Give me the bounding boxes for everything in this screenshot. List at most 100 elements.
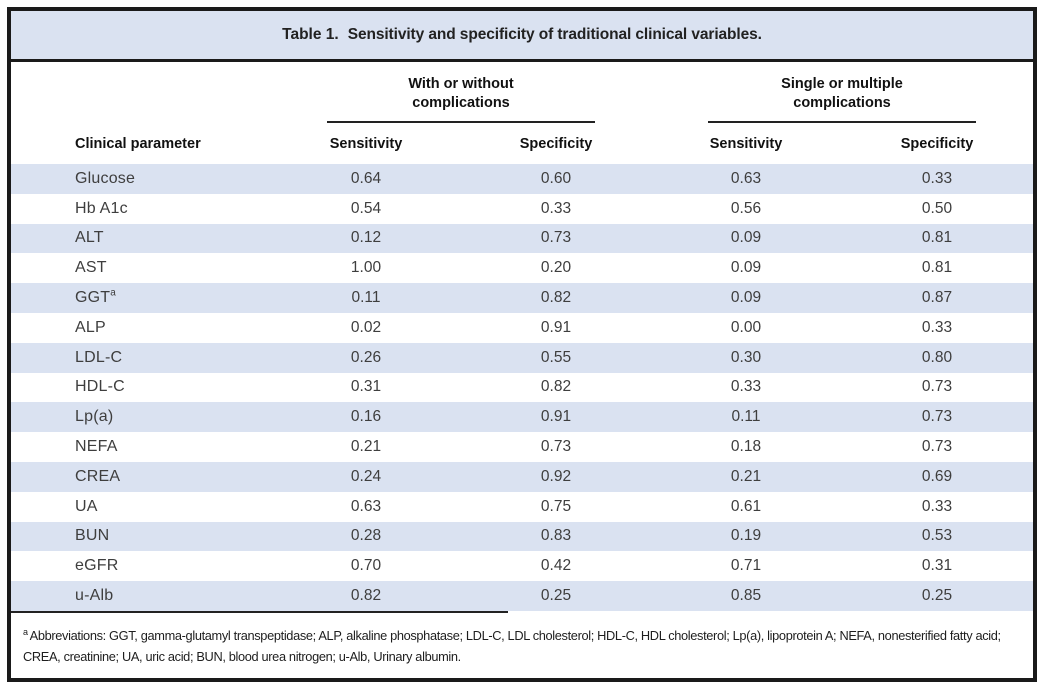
table-row: eGFR 0.70 0.42 0.71 0.31	[11, 551, 1033, 582]
row-value: 0.09	[730, 259, 762, 277]
row-parameter: LDL-C	[75, 348, 123, 366]
row-value: 0.54	[350, 199, 382, 217]
table-row: NEFA 0.21 0.73 0.18 0.73	[11, 432, 1033, 462]
column-header-sensitivity-1: Sensitivity	[329, 136, 403, 152]
row-value: 0.09	[730, 229, 762, 247]
footnote: a Abbreviations: GGT, gamma-glutamyl tran…	[11, 613, 1033, 667]
footnote-text: Abbreviations: GGT, gamma-glutamyl trans…	[23, 627, 1001, 665]
row-value: 0.71	[730, 557, 762, 575]
row-value: 0.30	[730, 348, 762, 366]
row-value: 0.33	[921, 318, 953, 336]
table-row: GGTa 0.11 0.82 0.09 0.87	[11, 283, 1033, 313]
row-value: 0.25	[921, 587, 953, 605]
row-value: 0.26	[350, 348, 382, 366]
row-value: 0.80	[921, 348, 953, 366]
row-value: 0.87	[921, 289, 953, 307]
row-parameter: eGFR	[75, 557, 119, 575]
table-bottom-rule	[11, 610, 508, 613]
row-value: 0.33	[540, 199, 572, 217]
table-row: BUN 0.28 0.83 0.19 0.53	[11, 521, 1033, 552]
row-value: 0.60	[540, 169, 572, 187]
group-header-2: Single or multiple complications	[651, 62, 1033, 124]
row-value: 0.31	[350, 378, 382, 396]
row-value: 0.83	[540, 527, 572, 545]
row-parameter: ALT	[75, 229, 104, 247]
row-parameter: GGTa	[75, 287, 117, 307]
row-parameter: CREA	[75, 467, 121, 485]
row-value: 0.33	[730, 378, 762, 396]
row-value: 0.85	[730, 587, 762, 605]
row-parameter: BUN	[75, 527, 110, 545]
row-value: 0.73	[540, 438, 572, 456]
row-value: 0.81	[921, 259, 953, 277]
row-value: 1.00	[350, 259, 382, 277]
row-value: 0.09	[730, 289, 762, 307]
row-parameter: NEFA	[75, 438, 118, 456]
row-value: 0.70	[350, 557, 382, 575]
row-value: 0.21	[730, 467, 762, 485]
table-row: LDL-C 0.26 0.55 0.30 0.80	[11, 342, 1033, 373]
row-value: 0.28	[350, 527, 382, 545]
group-underline-1	[327, 120, 595, 123]
table-row: Hb A1c 0.54 0.33 0.56 0.50	[11, 193, 1033, 224]
row-value: 0.63	[350, 497, 382, 515]
table-row: CREA 0.24 0.92 0.21 0.69	[11, 461, 1033, 492]
row-value: 0.00	[730, 318, 762, 336]
row-value: 0.42	[540, 557, 572, 575]
row-parameter: AST	[75, 259, 107, 277]
row-value: 0.02	[350, 318, 382, 336]
table-number: Table 1.	[282, 26, 339, 43]
table-row: u-Alb 0.82 0.25 0.85 0.25	[11, 581, 1033, 611]
table-row: Lp(a) 0.16 0.91 0.11 0.73	[11, 402, 1033, 433]
table-row: UA 0.63 0.75 0.61 0.33	[11, 491, 1033, 522]
row-value: 0.25	[540, 587, 572, 605]
table-caption: Table 1. Sensitivity and specificity of …	[11, 11, 1033, 62]
row-parameter: ALP	[75, 318, 106, 336]
row-value: 0.91	[540, 408, 572, 426]
row-value: 0.73	[921, 438, 953, 456]
row-value: 0.19	[730, 527, 762, 545]
empty-header-cell	[11, 62, 271, 124]
table-frame: Table 1. Sensitivity and specificity of …	[7, 7, 1037, 682]
row-value: 0.56	[730, 199, 762, 217]
row-value: 0.31	[921, 557, 953, 575]
row-value: 0.75	[540, 497, 572, 515]
row-value: 0.82	[540, 378, 572, 396]
column-header-specificity-2: Specificity	[900, 136, 974, 152]
row-value: 0.61	[730, 497, 762, 515]
row-value: 0.92	[540, 467, 572, 485]
group-header-row: With or without complications Single or …	[11, 62, 1033, 124]
row-value: 0.64	[350, 169, 382, 187]
group-header-1-label: With or without complications	[408, 76, 514, 111]
row-value: 0.11	[731, 408, 761, 426]
group-header-1: With or without complications	[271, 62, 651, 124]
row-value: 0.73	[921, 408, 953, 426]
row-value: 0.33	[921, 497, 953, 515]
row-value: 0.50	[921, 199, 953, 217]
row-value: 0.33	[921, 169, 953, 187]
clinical-variables-table: With or without complications Single or …	[11, 62, 1033, 611]
footnote-marker: a	[23, 626, 28, 637]
row-value: 0.69	[921, 467, 953, 485]
row-parameter: HDL-C	[75, 378, 125, 396]
row-parameter: Lp(a)	[75, 408, 114, 426]
table-row: Glucose 0.64 0.60 0.63 0.33	[11, 164, 1033, 194]
column-header-row: Clinical parameter Sensitivity Specifici…	[11, 124, 1033, 164]
row-value: 0.55	[540, 348, 572, 366]
row-parameter: Glucose	[75, 169, 136, 187]
row-value: 0.18	[730, 438, 762, 456]
row-value: 0.81	[921, 229, 953, 247]
table-row: ALP 0.02 0.91 0.00 0.33	[11, 312, 1033, 343]
column-header-sensitivity-2: Sensitivity	[709, 136, 783, 152]
row-value: 0.12	[350, 229, 382, 247]
row-value: 0.91	[540, 318, 572, 336]
row-value: 0.82	[350, 587, 382, 605]
group-header-2-label: Single or multiple complications	[781, 76, 903, 111]
row-value: 0.73	[540, 229, 572, 247]
row-parameter: u-Alb	[75, 587, 114, 605]
table-row: ALT 0.12 0.73 0.09 0.81	[11, 223, 1033, 254]
table-header: With or without complications Single or …	[11, 62, 1033, 164]
row-parameter: UA	[75, 497, 98, 515]
table-caption-text: Sensitivity and specificity of tradition…	[347, 26, 762, 43]
table-body: Glucose 0.64 0.60 0.63 0.33 Hb A1c 0.54 0.33 0.5…	[11, 164, 1033, 611]
